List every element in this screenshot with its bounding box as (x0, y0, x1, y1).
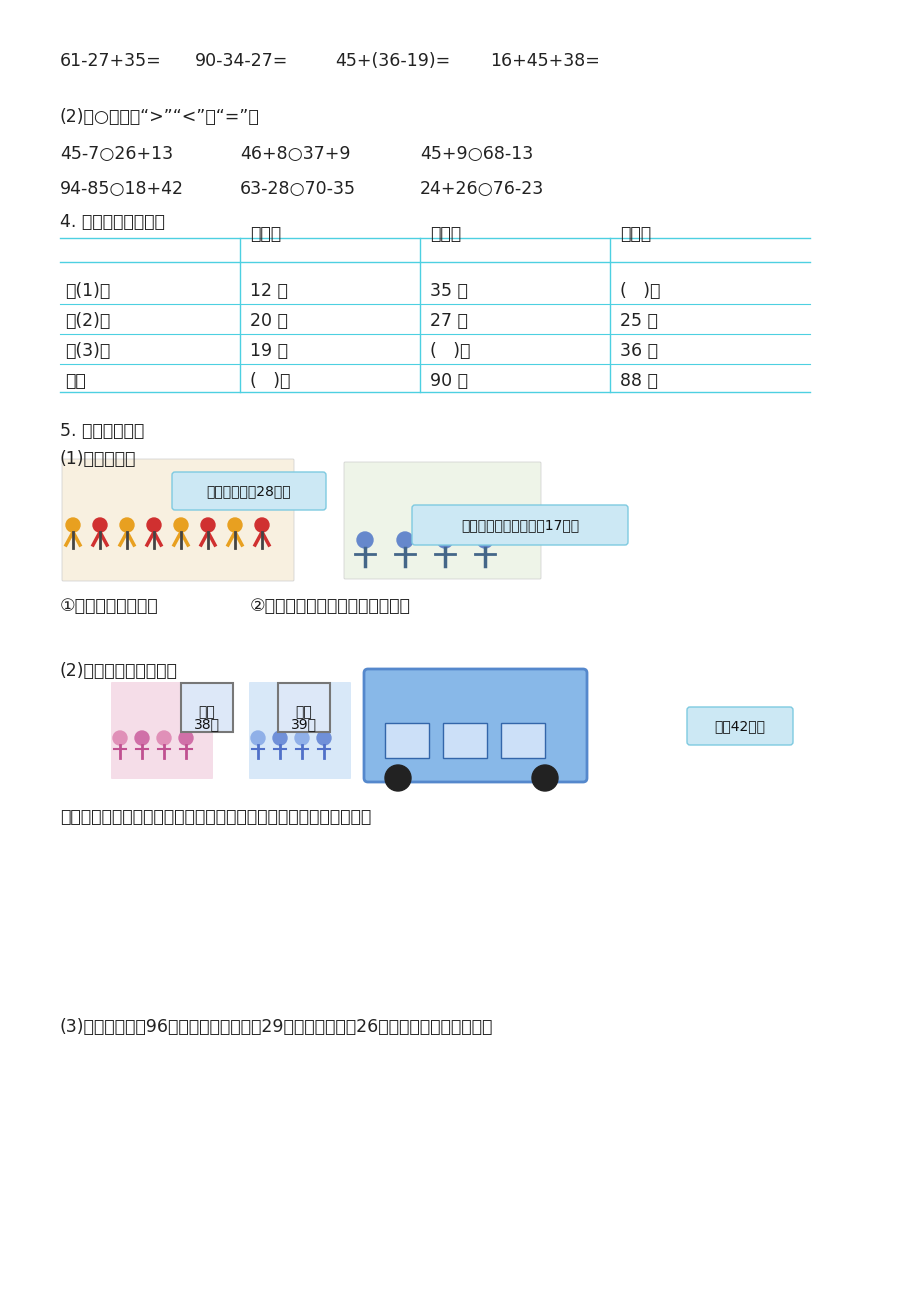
Text: 45-7○26+13: 45-7○26+13 (60, 145, 173, 163)
Circle shape (135, 730, 149, 745)
Text: 我们高跳队比腰鼓队多17人。: 我们高跳队比腰鼓队多17人。 (460, 518, 578, 533)
Text: 合计: 合计 (65, 372, 85, 391)
Text: 45+(36-19)=: 45+(36-19)= (335, 52, 449, 70)
FancyBboxPatch shape (364, 669, 586, 783)
Text: ①高跳队有多少人？: ①高跳队有多少人？ (60, 598, 158, 615)
Circle shape (357, 533, 372, 548)
Text: 61-27+35=: 61-27+35= (60, 52, 162, 70)
Bar (384, 723, 428, 758)
Text: 35 本: 35 本 (429, 283, 468, 299)
FancyBboxPatch shape (62, 460, 294, 581)
Circle shape (531, 766, 558, 792)
Circle shape (437, 533, 452, 548)
Circle shape (147, 518, 161, 533)
FancyBboxPatch shape (249, 682, 351, 779)
Text: 19 本: 19 本 (250, 342, 288, 359)
Text: (   )本: ( )本 (429, 342, 470, 359)
FancyBboxPatch shape (172, 473, 325, 510)
Text: 12 本: 12 本 (250, 283, 288, 299)
Text: 我们腰鼓队有28人。: 我们腰鼓队有28人。 (207, 484, 291, 497)
Text: (2)参观大运河博物馆。: (2)参观大运河博物馆。 (60, 661, 177, 680)
Text: (1)表演节目。: (1)表演节目。 (60, 450, 136, 467)
Bar (501, 723, 544, 758)
Text: 限坐42人。: 限坐42人。 (714, 719, 765, 733)
Text: 故事书: 故事书 (250, 225, 281, 243)
FancyBboxPatch shape (344, 462, 540, 579)
Circle shape (384, 766, 411, 792)
Circle shape (179, 730, 193, 745)
Circle shape (251, 730, 265, 745)
Text: ②腰鼓队和高跳队一共有多少人？: ②腰鼓队和高跳队一共有多少人？ (250, 598, 411, 615)
Circle shape (397, 533, 413, 548)
Circle shape (174, 518, 187, 533)
Text: (   )本: ( )本 (250, 372, 290, 391)
Text: 一班: 一班 (199, 704, 215, 719)
FancyBboxPatch shape (686, 707, 792, 745)
Text: 39人: 39人 (290, 717, 317, 730)
Circle shape (317, 730, 331, 745)
Text: 4. 算一算，填一填。: 4. 算一算，填一填。 (60, 214, 165, 230)
Text: 二(2)班: 二(2)班 (65, 312, 110, 329)
Circle shape (295, 730, 309, 745)
Circle shape (476, 533, 493, 548)
Text: 27 本: 27 本 (429, 312, 468, 329)
Text: (   )本: ( )本 (619, 283, 660, 299)
Text: 90 本: 90 本 (429, 372, 468, 391)
Circle shape (66, 518, 80, 533)
Text: 63-28○70-35: 63-28○70-35 (240, 180, 356, 198)
Text: 36 本: 36 本 (619, 342, 657, 359)
Text: 20 本: 20 本 (250, 312, 288, 329)
Text: 25 本: 25 本 (619, 312, 657, 329)
Circle shape (255, 518, 268, 533)
Text: 38人: 38人 (194, 717, 220, 730)
FancyBboxPatch shape (181, 684, 233, 732)
Text: 二(3)班: 二(3)班 (65, 342, 110, 359)
Text: 45+9○68-13: 45+9○68-13 (420, 145, 533, 163)
Circle shape (157, 730, 171, 745)
Circle shape (200, 518, 215, 533)
Text: 二班: 二班 (295, 704, 312, 719)
Text: 科技书: 科技书 (619, 225, 651, 243)
Circle shape (119, 518, 134, 533)
Text: 24+26○76-23: 24+26○76-23 (420, 180, 544, 198)
Bar (443, 723, 486, 758)
Text: 16+45+38=: 16+45+38= (490, 52, 599, 70)
Text: 46+8○37+9: 46+8○37+9 (240, 145, 350, 163)
FancyBboxPatch shape (111, 682, 213, 779)
Text: (3)一本故事书有96页，小平第一天看了29页，第二天看了26页。还剩多少页没有看？: (3)一本故事书有96页，小平第一天看了29页，第二天看了26页。还剩多少页没有… (60, 1018, 493, 1036)
Circle shape (273, 730, 287, 745)
Text: 5. 数学与生活。: 5. 数学与生活。 (60, 422, 144, 440)
Text: 漫画书: 漫画书 (429, 225, 460, 243)
Circle shape (113, 730, 127, 745)
Text: 90-34-27=: 90-34-27= (195, 52, 288, 70)
Text: 二(1)班: 二(1)班 (65, 283, 110, 299)
Circle shape (228, 518, 242, 533)
FancyBboxPatch shape (412, 505, 628, 546)
Text: 94-85○18+42: 94-85○18+42 (60, 180, 184, 198)
Circle shape (93, 518, 107, 533)
Text: 两个班一共有多少人？如果这辆客车坐渴人，还剩下多少个小朋友？: 两个班一共有多少人？如果这辆客车坐渴人，还剩下多少个小朋友？ (60, 809, 371, 825)
Text: (2)在○里填上“>”“<”或“=”。: (2)在○里填上“>”“<”或“=”。 (60, 108, 259, 126)
Text: 88 本: 88 本 (619, 372, 657, 391)
FancyBboxPatch shape (278, 684, 330, 732)
